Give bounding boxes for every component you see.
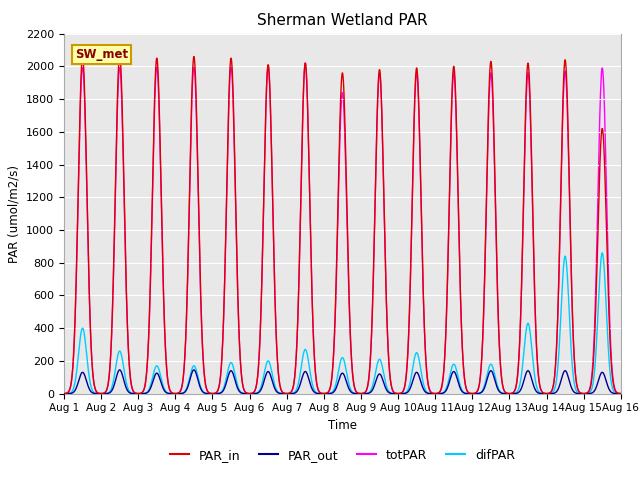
PAR_in <box>116 52 124 58</box>
totPAR <box>60 391 68 396</box>
difPAR <box>617 391 625 396</box>
difPAR <box>598 250 606 256</box>
totPAR <box>371 222 378 228</box>
totPAR <box>215 383 223 389</box>
PAR_out <box>617 391 625 396</box>
difPAR <box>583 391 591 396</box>
Line: PAR_out: PAR_out <box>64 370 621 394</box>
totPAR <box>301 60 309 66</box>
Line: PAR_in: PAR_in <box>64 55 621 394</box>
difPAR <box>358 391 366 396</box>
PAR_out <box>216 390 223 396</box>
Title: Sherman Wetland PAR: Sherman Wetland PAR <box>257 13 428 28</box>
PAR_out <box>504 391 512 396</box>
PAR_out <box>583 391 591 396</box>
PAR_out <box>116 367 124 373</box>
PAR_in <box>504 391 512 396</box>
PAR_in <box>617 391 625 396</box>
PAR_in <box>358 391 366 396</box>
Y-axis label: PAR (umol/m2/s): PAR (umol/m2/s) <box>8 165 20 263</box>
Text: SW_met: SW_met <box>75 48 128 61</box>
PAR_out <box>60 391 68 396</box>
PAR_out <box>568 385 575 391</box>
totPAR <box>358 391 366 396</box>
difPAR <box>215 390 223 396</box>
difPAR <box>568 348 575 354</box>
difPAR <box>504 391 512 396</box>
totPAR <box>617 391 625 396</box>
PAR_in <box>60 391 68 396</box>
PAR_out <box>358 391 366 396</box>
difPAR <box>371 376 378 382</box>
PAR_in <box>568 280 575 286</box>
totPAR <box>504 391 512 396</box>
totPAR <box>583 390 591 396</box>
totPAR <box>568 284 575 290</box>
PAR_in <box>371 220 378 226</box>
PAR_in <box>583 390 591 396</box>
PAR_out <box>371 382 378 388</box>
X-axis label: Time: Time <box>328 419 357 432</box>
Line: totPAR: totPAR <box>64 63 621 394</box>
difPAR <box>60 391 68 396</box>
PAR_in <box>216 382 223 387</box>
Line: difPAR: difPAR <box>64 253 621 394</box>
Legend: PAR_in, PAR_out, totPAR, difPAR: PAR_in, PAR_out, totPAR, difPAR <box>165 444 520 467</box>
